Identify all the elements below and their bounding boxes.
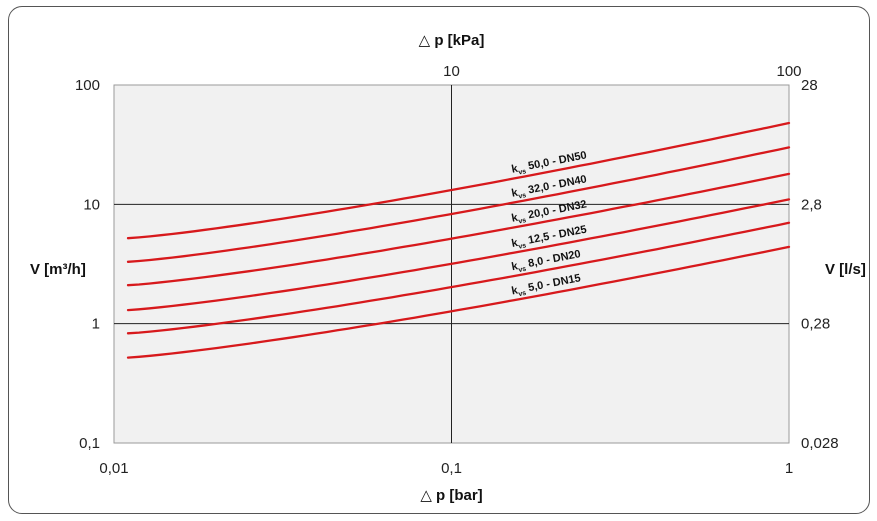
series-label-subscript: vs bbox=[518, 217, 527, 225]
y2-tick-label: 2,8 bbox=[801, 196, 822, 213]
series-label-subscript: vs bbox=[518, 242, 527, 250]
y-axis-title: V [m³/h] bbox=[30, 261, 86, 278]
y2-tick-label: 0,28 bbox=[801, 316, 830, 333]
x2-axis-title: △ p [kPa] bbox=[419, 32, 485, 49]
series-line-6 bbox=[126, 245, 791, 359]
x-tick-label: 0,1 bbox=[441, 460, 462, 477]
series-label-k: k bbox=[511, 260, 520, 273]
y2-tick-label: 28 bbox=[801, 77, 818, 94]
series-line-2 bbox=[126, 146, 791, 263]
series-label-subscript: vs bbox=[518, 168, 527, 176]
series-line-5 bbox=[126, 221, 791, 335]
y2-axis-title: V [l/s] bbox=[825, 261, 866, 278]
y-tick-label: 10 bbox=[83, 196, 100, 213]
series-label-k: k bbox=[511, 212, 520, 225]
series-label-k: k bbox=[511, 187, 520, 200]
series-line-3 bbox=[126, 172, 791, 287]
y-tick-label: 100 bbox=[75, 77, 100, 94]
chart-frame bbox=[8, 6, 870, 514]
series-label-k: k bbox=[511, 237, 520, 250]
series-line-1 bbox=[126, 121, 791, 240]
series-label-k: k bbox=[511, 284, 520, 297]
x-tick-label: 1 bbox=[785, 460, 793, 477]
x-axis-title: △ p [bar] bbox=[420, 487, 482, 504]
series-label-subscript: vs bbox=[518, 266, 527, 274]
series-label-subscript: vs bbox=[518, 192, 527, 200]
series-label-k: k bbox=[511, 163, 520, 176]
series-line-4 bbox=[126, 198, 791, 312]
x-tick-label: 0,01 bbox=[99, 460, 128, 477]
y-tick-label: 0,1 bbox=[79, 435, 100, 452]
x2-tick-label: 100 bbox=[776, 63, 801, 80]
y-tick-label: 1 bbox=[92, 316, 100, 333]
x2-tick-label: 10 bbox=[443, 63, 460, 80]
series-label-subscript: vs bbox=[518, 290, 527, 298]
y2-tick-label: 0,028 bbox=[801, 435, 839, 452]
